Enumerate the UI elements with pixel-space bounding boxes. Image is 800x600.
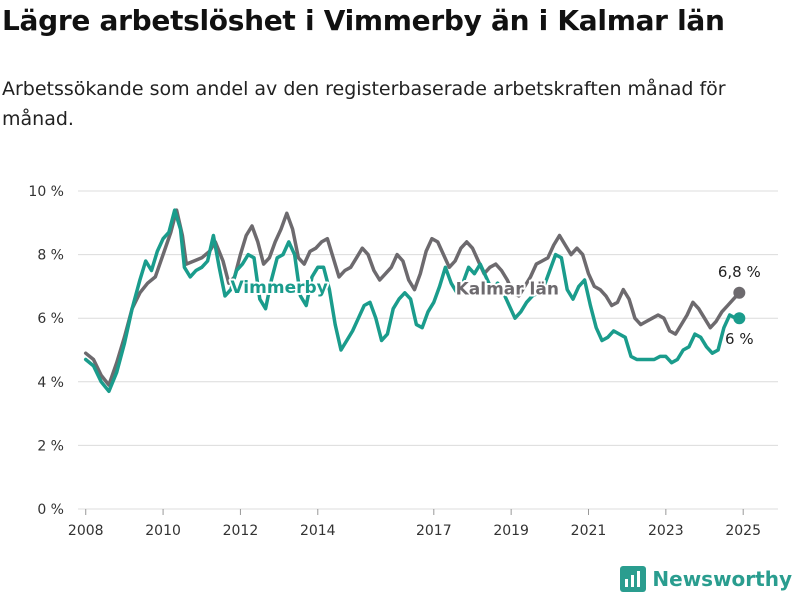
series-end-point-kalmar-l-n <box>733 286 746 299</box>
x-tick-label: 2019 <box>493 523 529 539</box>
chart-title: Lägre arbetslöshet i Vimmerby än i Kalma… <box>2 4 725 37</box>
series-label-vimmerby: Vimmerby <box>230 278 327 298</box>
brand-name: Newsworthy <box>652 567 792 591</box>
series-layer <box>83 208 746 394</box>
x-tick-label: 2025 <box>725 523 761 539</box>
end-value-label-vimmerby: 6 % <box>725 330 754 348</box>
newsworthy-bar-icon <box>620 566 647 592</box>
x-tick-label: 2023 <box>648 523 684 539</box>
y-tick-label: 6 % <box>37 311 64 327</box>
label-layer: Kalmar län Vimmerby 6,8 % 6 % <box>228 261 762 349</box>
y-tick-label: 4 % <box>37 375 64 391</box>
y-tick-label: 2 % <box>37 438 64 454</box>
chart-subtitle: Arbetssökande som andel av den registerb… <box>2 78 726 130</box>
y-tick-label: 8 % <box>37 248 64 264</box>
series-label-kalmar-lan: Kalmar län <box>456 279 559 299</box>
series-end-point-vimmerby <box>733 312 746 325</box>
x-tick-label: 2014 <box>300 523 336 539</box>
newsworthy-brand: Newsworthy <box>620 566 792 592</box>
y-tick-label: 0 % <box>37 502 64 518</box>
x-tick-label: 2017 <box>416 523 452 539</box>
series-line-vimmerby <box>83 208 742 394</box>
x-tick-label: 2010 <box>145 523 181 539</box>
end-value-label-kalmar-lan: 6,8 % <box>718 263 761 281</box>
y-tick-label: 10 % <box>28 184 64 200</box>
x-tick-label: 2008 <box>68 523 104 539</box>
axis-layer: 0 % 2 % 4 % 6 % 8 % 10 % 2008 2010 2012 2014 2017 2… <box>28 184 761 539</box>
x-tick-label: 2021 <box>571 523 607 539</box>
x-tick-label: 2012 <box>223 523 259 539</box>
